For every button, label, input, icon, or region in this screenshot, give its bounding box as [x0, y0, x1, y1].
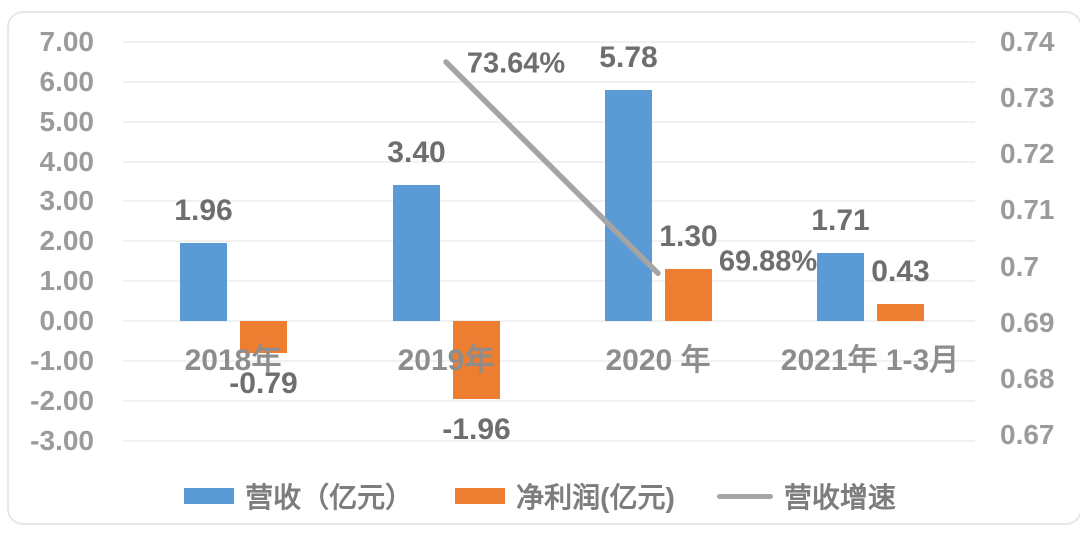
legend-label: 营收（亿元）: [245, 482, 414, 513]
bar-revenue: [180, 242, 227, 322]
bar-revenue: [605, 90, 652, 322]
right-axis-tick: 0.74: [1000, 25, 1055, 57]
legend-swatch-net-profit: [455, 488, 506, 504]
legend-swatch-revenue: [184, 488, 235, 504]
left-axis-tick: 7.00: [39, 25, 95, 57]
left-axis-tick: 2.00: [39, 225, 95, 257]
category-label: 2019年: [397, 344, 495, 377]
chart-border: [7, 11, 1080, 525]
category-label: 2020 年: [605, 344, 711, 377]
right-axis-tick: 0.68: [1000, 363, 1055, 394]
grid-line: [123, 40, 975, 43]
grid-line: [123, 120, 975, 123]
line-value-label: 69.88%: [718, 245, 818, 278]
grid-line: [123, 360, 975, 363]
bar-value-label: 5.78: [599, 41, 658, 75]
left-axis-tick: 3.00: [39, 185, 95, 217]
left-axis-tick: -1.00: [30, 345, 94, 377]
grid-line: [123, 240, 975, 243]
bar-value-label: -0.79: [229, 366, 298, 400]
grid-line: [123, 400, 975, 403]
grid-line: [123, 440, 975, 442]
right-axis-tick: 0.72: [1000, 138, 1055, 170]
grid-line: [123, 280, 975, 283]
legend-swatch-growth-line: [716, 493, 773, 499]
left-axis-tick: 4.00: [39, 145, 95, 177]
legend-label: 营收增速: [783, 482, 896, 513]
grid-line: [123, 80, 975, 83]
legend: 营收（亿元） 净利润(亿元) 营收增速: [0, 476, 1080, 516]
legend-item: 营收（亿元）: [184, 476, 413, 516]
left-axis-tick: 6.00: [39, 65, 95, 97]
bar-net-profit: [240, 321, 287, 353]
bar-net-profit: [665, 269, 712, 322]
grid-line: [123, 200, 975, 203]
grid-line: [123, 160, 975, 163]
right-axis-tick: 0.69: [1000, 306, 1055, 338]
line-value-label: 73.64%: [466, 47, 566, 80]
grid-line: [123, 320, 975, 323]
bar-revenue: [817, 252, 864, 322]
category-label: 2018年: [184, 344, 282, 377]
right-axis-tick: 0.7: [1000, 250, 1039, 282]
left-axis-tick: 5.00: [39, 105, 95, 137]
bar-value-label: 1.71: [811, 203, 870, 237]
bar-value-label: -1.96: [442, 413, 511, 447]
bar-revenue: [393, 185, 440, 322]
bar-value-label: 3.40: [387, 136, 446, 170]
bar-value-label: 1.96: [174, 193, 233, 227]
bar-net-profit: [453, 321, 500, 400]
legend-item: 净利润(亿元): [455, 476, 675, 516]
bar-value-label: 1.30: [659, 220, 718, 254]
left-axis-tick: -3.00: [30, 425, 94, 456]
left-axis-tick: -2.00: [30, 385, 94, 417]
right-axis-tick: 0.71: [1000, 194, 1055, 226]
left-axis-tick: 0.00: [39, 305, 95, 337]
legend-label: 净利润(亿元): [516, 482, 675, 513]
bar-net-profit: [877, 304, 924, 322]
legend-item: 营收增速: [716, 476, 896, 516]
category-label: 2021年 1-3月: [780, 344, 960, 377]
right-axis-tick: 0.67: [1000, 419, 1055, 451]
left-axis-tick: 1.00: [39, 265, 95, 297]
bar-value-label: 0.43: [871, 255, 930, 289]
right-axis-tick: 0.73: [1000, 82, 1055, 113]
